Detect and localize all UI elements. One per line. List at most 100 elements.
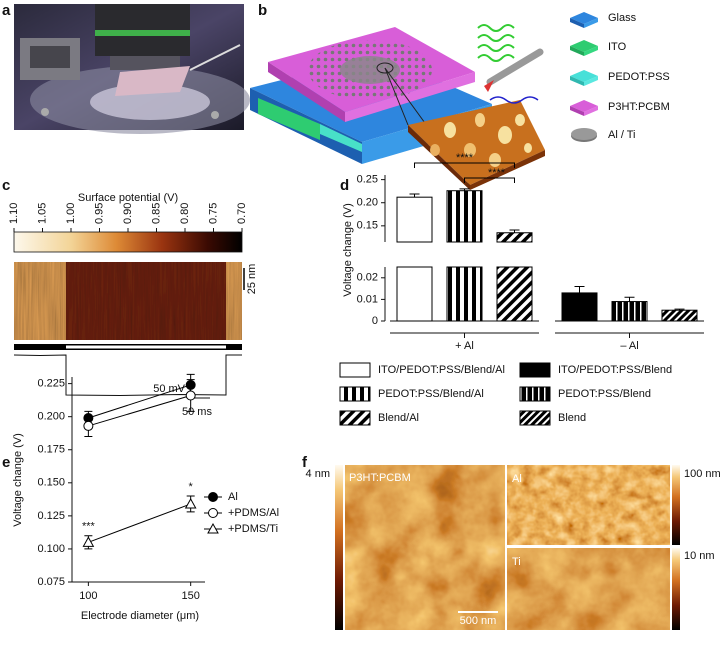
- y-tick-label: 0.200: [37, 411, 65, 423]
- scale-bar-label: 500 nm: [460, 615, 497, 627]
- panel-label: e: [2, 454, 10, 471]
- schematic-legend-part: [571, 128, 597, 140]
- bar: [561, 292, 598, 322]
- device-schematic-part: [524, 143, 532, 153]
- bar: [611, 301, 648, 322]
- device-schematic-part: [484, 80, 494, 92]
- significance-bracket: [414, 162, 515, 168]
- y-tick-label: 0.01: [357, 293, 378, 305]
- group-label: – Al: [620, 340, 638, 352]
- image-label: P3HT:PCBM: [349, 472, 411, 484]
- device-schematic-part: [444, 122, 456, 138]
- y-tick-label: 0.25: [357, 174, 378, 186]
- device-schematic-part: [376, 62, 394, 74]
- bar: [496, 232, 533, 243]
- legend-marker: [208, 492, 218, 502]
- afm-images-part: [672, 548, 680, 630]
- significance-label: *: [189, 481, 194, 493]
- y-tick-label: 0.20: [357, 197, 378, 209]
- bar: [661, 309, 698, 322]
- legend-swatch: [519, 410, 551, 426]
- marker: [83, 420, 94, 431]
- y-tick-label: 0: [372, 315, 378, 327]
- afm-images-part: [507, 548, 670, 630]
- afm-images-part: [672, 465, 680, 545]
- device-schematic-part: [498, 126, 512, 144]
- y-tick-label: 0.15: [357, 220, 378, 232]
- x-tick-label: 100: [79, 590, 97, 602]
- photo: [14, 4, 250, 134]
- photo-part: [95, 30, 190, 36]
- device-schematic-part: [320, 124, 362, 152]
- legend-label: +PDMS/Al: [228, 507, 279, 519]
- bar: [446, 266, 483, 322]
- photo-part: [189, 44, 241, 71]
- device-schematic-part: [464, 143, 476, 157]
- photo-part: [30, 46, 70, 68]
- legend-label: Al: [228, 491, 238, 503]
- photo-part: [110, 56, 180, 70]
- device-schematic-part: [408, 125, 470, 190]
- colorbar-tick-label: 0.85: [150, 203, 162, 224]
- y-tick-label: 0.100: [37, 543, 65, 555]
- device-schematic-part: [430, 144, 440, 156]
- device-schematic-part: [489, 96, 539, 104]
- legend-marker: [208, 508, 218, 518]
- y-tick-label: 0.150: [37, 477, 65, 489]
- legend-label: PEDOT:PSS: [608, 71, 670, 83]
- panel-label: c: [2, 177, 10, 194]
- photo-part: [211, 111, 219, 119]
- series-line: [88, 384, 191, 419]
- x-axis-label: Electrode diameter (μm): [81, 610, 199, 622]
- image-label: Al: [512, 473, 522, 485]
- panel-label: a: [2, 2, 11, 19]
- schematic-legend: Glass ITO PEDOT:PSS P3HT:PCBM Al / Ti: [570, 12, 670, 142]
- legend-label: +PDMS/Ti: [228, 523, 278, 535]
- scale-bar-label: 25 nm: [246, 264, 258, 295]
- significance-label: ***: [82, 521, 96, 533]
- panel-label: b: [258, 2, 267, 19]
- potential-map-part: [226, 262, 242, 340]
- legend-label: Glass: [608, 12, 637, 24]
- group-label: + Al: [455, 340, 474, 352]
- device-schematic-part: [486, 48, 544, 86]
- legend-label: ITO/PEDOT:PSS/Blend: [558, 364, 672, 376]
- error-bar: [459, 188, 470, 191]
- potential-map-part: [66, 345, 226, 349]
- error-bar: [674, 308, 685, 311]
- legend-label: PEDOT:PSS/Blend/Al: [378, 388, 484, 400]
- y-tick-label: 0.225: [37, 378, 65, 390]
- device-schematic-part: [384, 67, 409, 126]
- colorbar-tick-label: 1.05: [36, 203, 48, 224]
- legend-swatch: [519, 386, 551, 402]
- y-tick-label: 0.175: [37, 444, 65, 456]
- marker: [82, 536, 95, 547]
- legend-label: Al / Ti: [608, 129, 636, 141]
- panel-label: d: [340, 177, 349, 194]
- legend-label: ITO/PEDOT:PSS/Blend/Al: [378, 364, 505, 376]
- potential-map: [13, 262, 245, 399]
- colorbar-tick-label: 0.80: [179, 203, 191, 224]
- schematic-legend-part: [570, 76, 584, 86]
- y-tick-label: 0.02: [357, 272, 378, 284]
- device-schematic-part: [470, 150, 545, 190]
- y-tick-label: 0.125: [37, 510, 65, 522]
- series-line: [88, 395, 191, 427]
- potential-map-part: [13, 354, 242, 397]
- afm-images-part: [507, 465, 670, 545]
- y-tick-label: 0.075: [37, 576, 65, 588]
- legend-label: PEDOT:PSS/Blend: [558, 388, 651, 400]
- afm-images: [335, 465, 680, 630]
- potential-map-part: [66, 262, 226, 340]
- colorbar-tick-label: 0.70: [236, 203, 248, 224]
- error-bar: [409, 193, 420, 198]
- error-bar: [574, 285, 585, 293]
- bar: [396, 266, 433, 322]
- colorbar-title: Surface potential (V): [78, 192, 178, 204]
- legend-label: P3HT:PCBM: [608, 101, 670, 113]
- device-schematic-part: [345, 72, 475, 122]
- colorbar-label: 4 nm: [306, 468, 330, 480]
- image-label: Ti: [512, 556, 521, 568]
